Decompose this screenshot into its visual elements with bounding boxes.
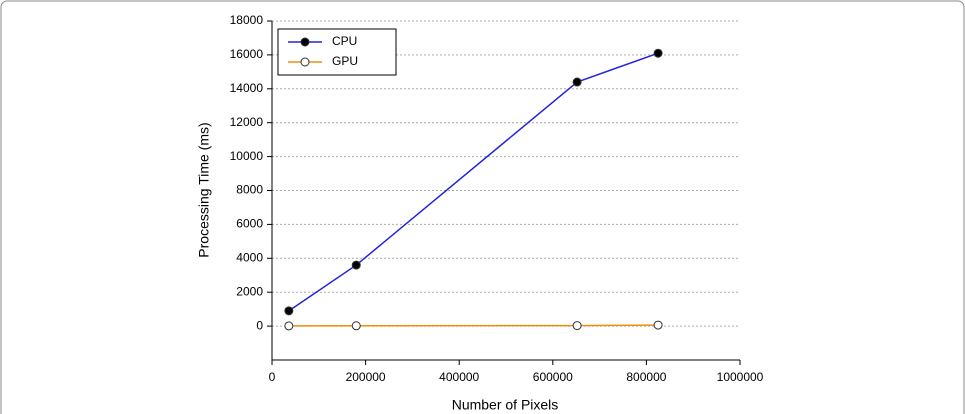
series-line bbox=[288, 324, 659, 327]
marker bbox=[351, 260, 361, 270]
legend-marker bbox=[300, 57, 310, 67]
x-tick-label: 0 bbox=[269, 370, 276, 384]
y-tick-label: 4000 bbox=[236, 250, 263, 264]
legend-box bbox=[277, 28, 397, 76]
legend-label: GPU bbox=[332, 54, 358, 68]
series-line bbox=[288, 52, 659, 312]
x-tick-label: 1000000 bbox=[717, 370, 764, 384]
y-tick-label: 18000 bbox=[230, 13, 264, 27]
y-tick-label: 12000 bbox=[230, 115, 264, 129]
legend-marker bbox=[300, 37, 310, 47]
marker bbox=[653, 320, 663, 330]
y-axis-title: Processing Time (ms) bbox=[196, 122, 212, 257]
y-tick-label: 2000 bbox=[236, 284, 263, 298]
y-tick-label: 14000 bbox=[230, 81, 264, 95]
marker bbox=[572, 321, 582, 331]
x-tick-label: 400000 bbox=[439, 370, 479, 384]
marker bbox=[284, 321, 294, 331]
marker bbox=[284, 306, 294, 316]
x-axis-title: Number of Pixels bbox=[452, 397, 559, 413]
y-tick-label: 8000 bbox=[236, 183, 263, 197]
y-tick-label: 16000 bbox=[230, 47, 264, 61]
x-tick-label: 800000 bbox=[626, 370, 666, 384]
y-tick-label: 0 bbox=[256, 318, 263, 332]
marker bbox=[351, 321, 361, 331]
y-tick-label: 6000 bbox=[236, 217, 263, 231]
x-tick-label: 600000 bbox=[533, 370, 573, 384]
marker bbox=[572, 77, 582, 87]
legend-label: CPU bbox=[332, 34, 357, 48]
marker bbox=[653, 48, 663, 58]
x-tick-label: 200000 bbox=[346, 370, 386, 384]
y-tick-label: 10000 bbox=[230, 149, 264, 163]
